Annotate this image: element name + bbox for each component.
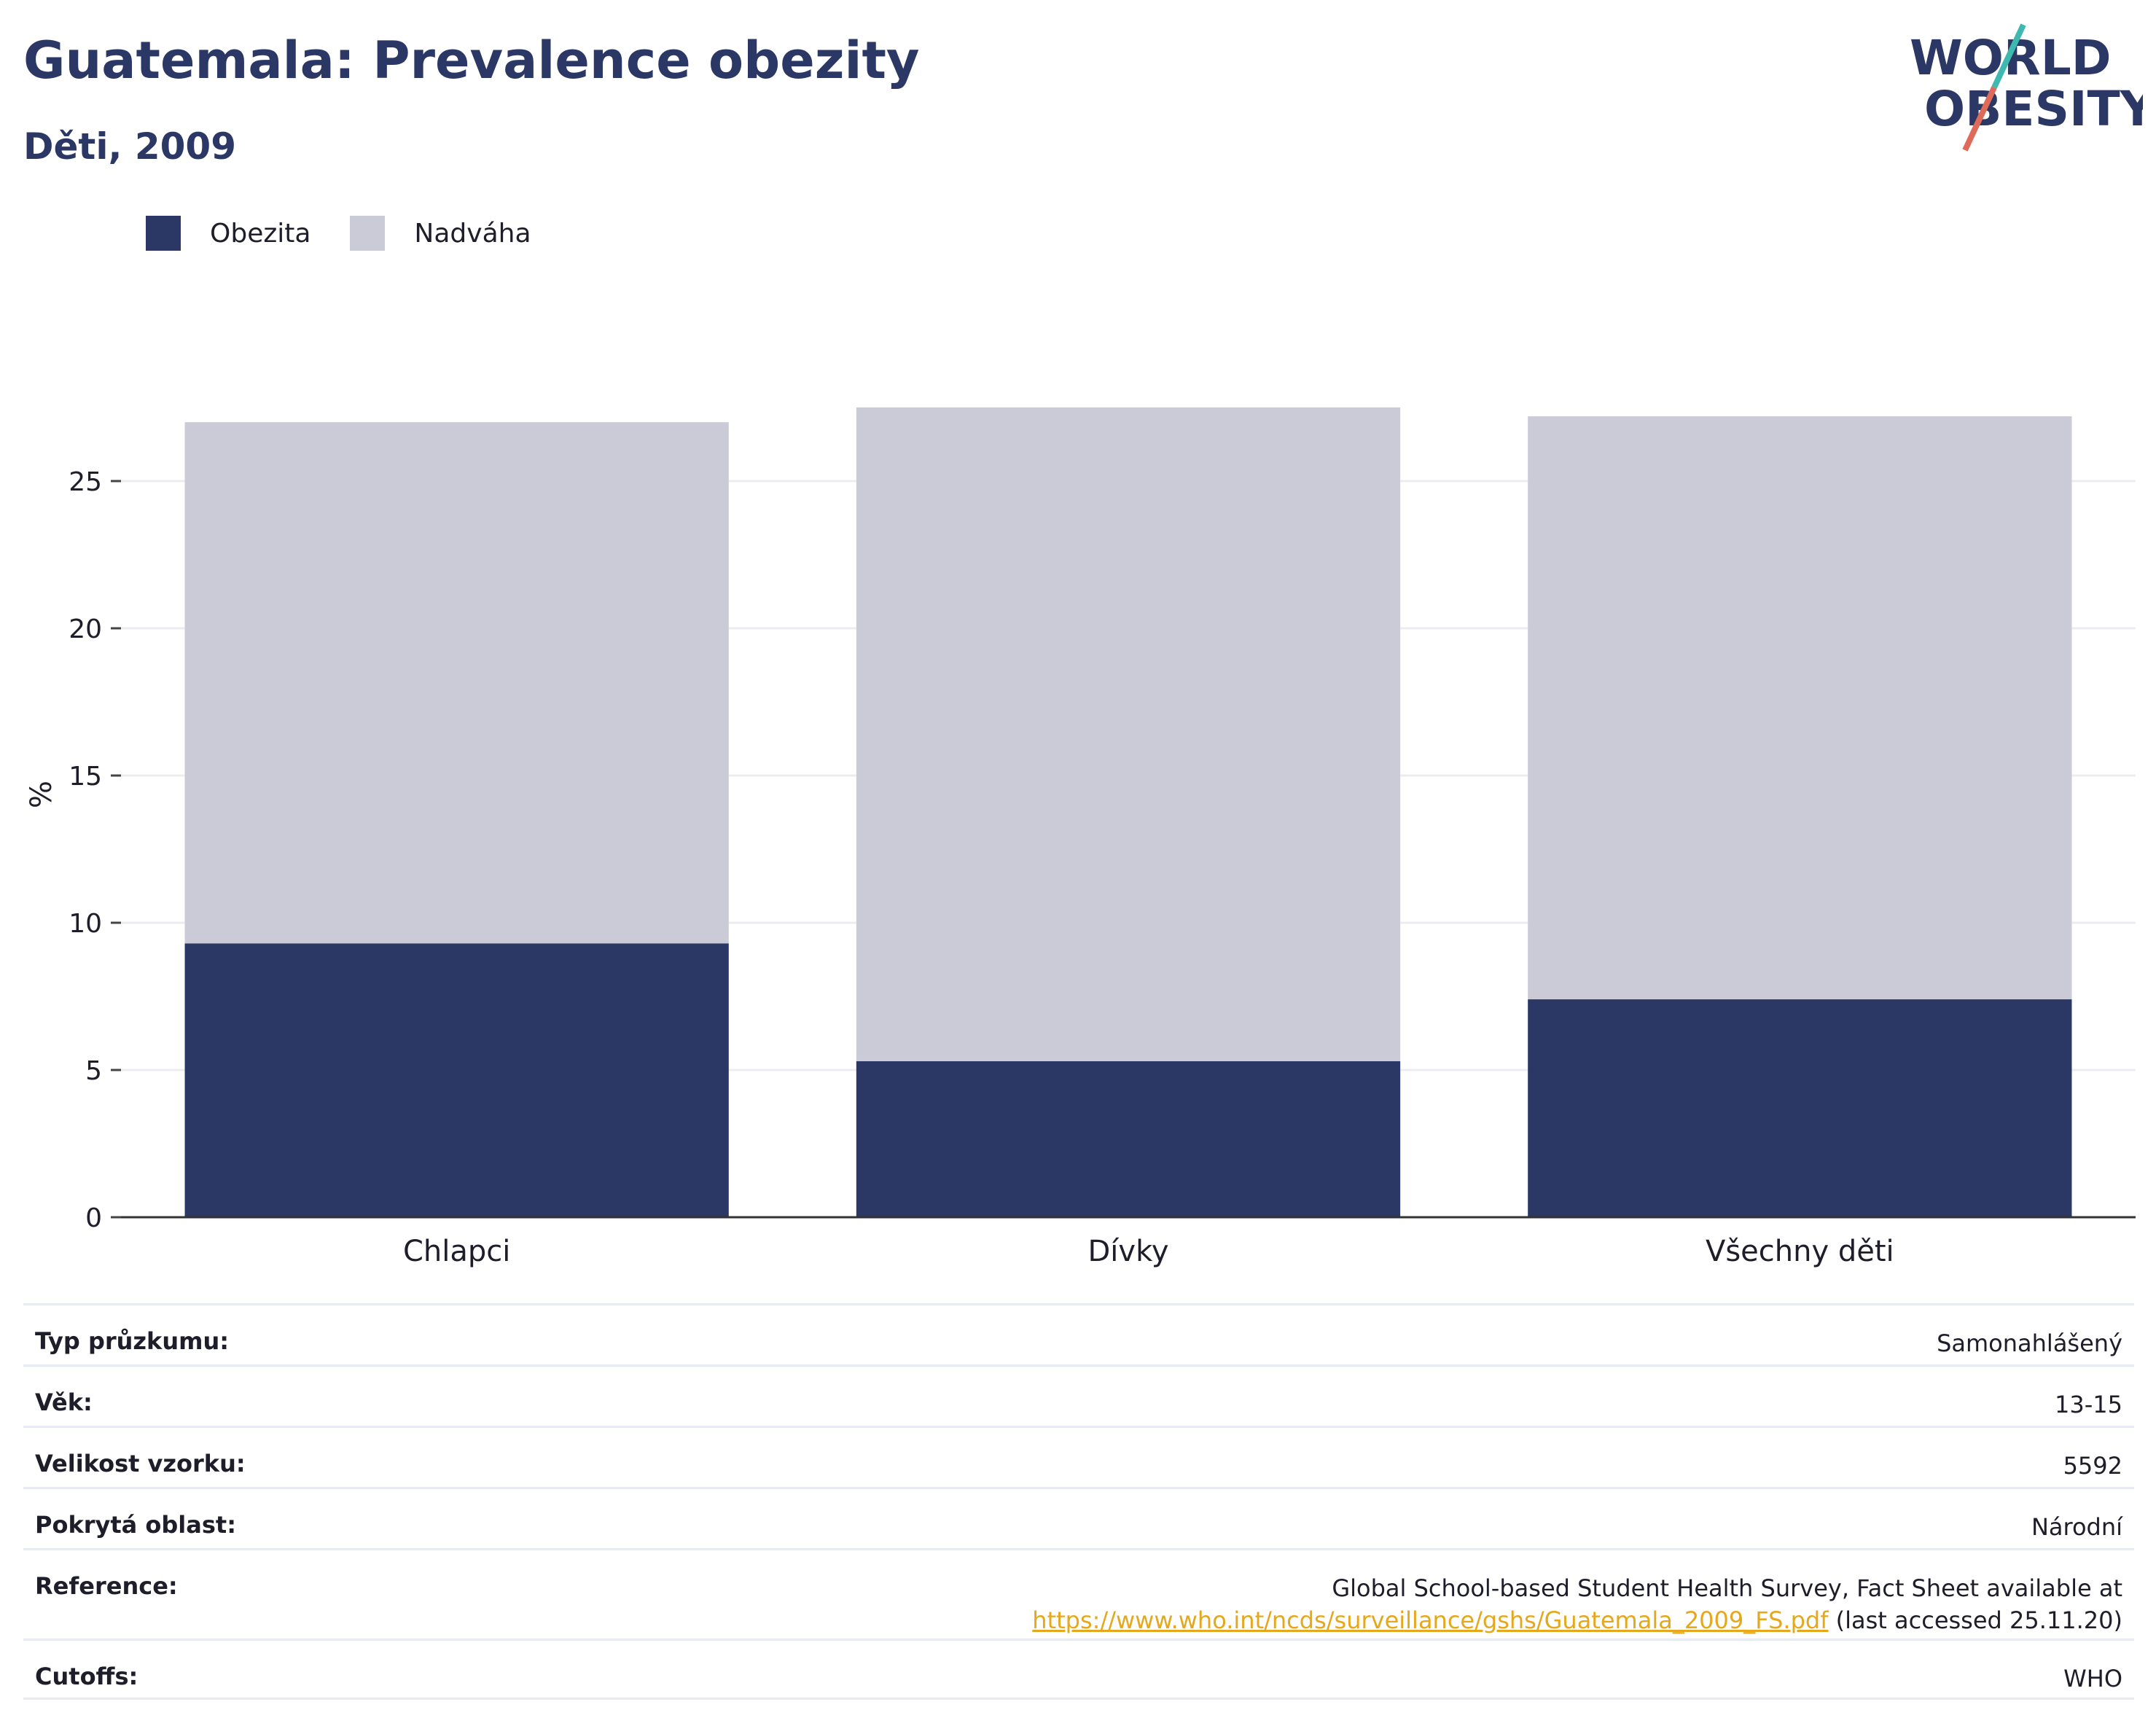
legend-label-overweight: Nadváha <box>414 218 531 249</box>
y-tick-label: 5 <box>85 1056 102 1086</box>
bar-overweight <box>184 422 729 944</box>
info-key: Cutoffs: <box>35 1663 138 1690</box>
y-tick-label: 15 <box>69 762 102 792</box>
info-key: Věk: <box>35 1389 93 1416</box>
info-row-reference: Reference: Global School-based Student H… <box>23 1548 2134 1639</box>
legend-item-overweight[interactable]: Nadváha <box>350 216 531 251</box>
x-tick-label: Chlapci <box>403 1235 510 1268</box>
info-row-area: Pokrytá oblast: Národní <box>23 1487 2134 1548</box>
info-value: Global School-based Student Health Surve… <box>1032 1572 2122 1636</box>
info-row-age: Věk: 13-15 <box>23 1364 2134 1426</box>
reference-link[interactable]: https://www.who.int/ncds/surveillance/gs… <box>1032 1606 1829 1634</box>
y-tick-label: 10 <box>69 909 102 939</box>
info-value: 13-15 <box>2055 1391 2122 1418</box>
x-tick-label: Všechny děti <box>1706 1235 1894 1268</box>
info-value: 5592 <box>2063 1452 2122 1480</box>
bar-obesity <box>184 943 729 1217</box>
bar-overweight <box>1528 416 2072 1000</box>
chart-title: Guatemala: Prevalence obezity <box>23 31 920 90</box>
info-value: WHO <box>2063 1665 2122 1692</box>
info-row-survey-type: Typ průzkumu: Samonahlášený <box>23 1303 2134 1364</box>
legend-swatch-overweight <box>350 216 386 251</box>
svg-text:OBESITY: OBESITY <box>1924 81 2143 137</box>
reference-text: Global School-based Student Health Surve… <box>1332 1574 2122 1602</box>
info-value: Národní <box>2031 1513 2122 1541</box>
info-value: Samonahlášený <box>1937 1329 2122 1357</box>
y-axis-label: % <box>25 781 58 808</box>
info-row-sample-size: Velikost vzorku: 5592 <box>23 1426 2134 1487</box>
x-tick-label: Dívky <box>1088 1235 1169 1268</box>
info-key: Pokrytá oblast: <box>35 1511 236 1539</box>
y-tick-label: 0 <box>85 1203 102 1233</box>
legend-swatch-obesity <box>146 216 181 251</box>
y-tick-label: 25 <box>69 467 102 497</box>
legend: Obezita Nadváha <box>146 216 571 251</box>
info-key: Reference: <box>35 1572 178 1600</box>
info-key: Velikost vzorku: <box>35 1450 246 1477</box>
y-tick-label: 20 <box>69 614 102 644</box>
legend-label-obesity: Obezita <box>210 218 311 249</box>
chart-subtitle: Děti, 2009 <box>23 125 237 168</box>
bar-overweight <box>856 407 1401 1061</box>
info-row-cutoffs: Cutoffs: WHO <box>23 1639 2134 1700</box>
bar-obesity <box>1528 999 2072 1217</box>
info-key: Typ průzkumu: <box>35 1327 230 1355</box>
stacked-bar-chart: 0 5 10 15 20 25% Chlapci Dívky Všechny děti <box>25 407 2136 1268</box>
survey-info-table: Typ průzkumu: Samonahlášený Věk: 13-15 V… <box>23 1303 2134 1700</box>
world-obesity-logo: WORLD OBESITY <box>1910 23 2143 152</box>
bar-obesity <box>856 1061 1401 1217</box>
reference-suffix: (last accessed 25.11.20) <box>1828 1606 2122 1634</box>
legend-item-obesity[interactable]: Obezita <box>146 216 310 251</box>
